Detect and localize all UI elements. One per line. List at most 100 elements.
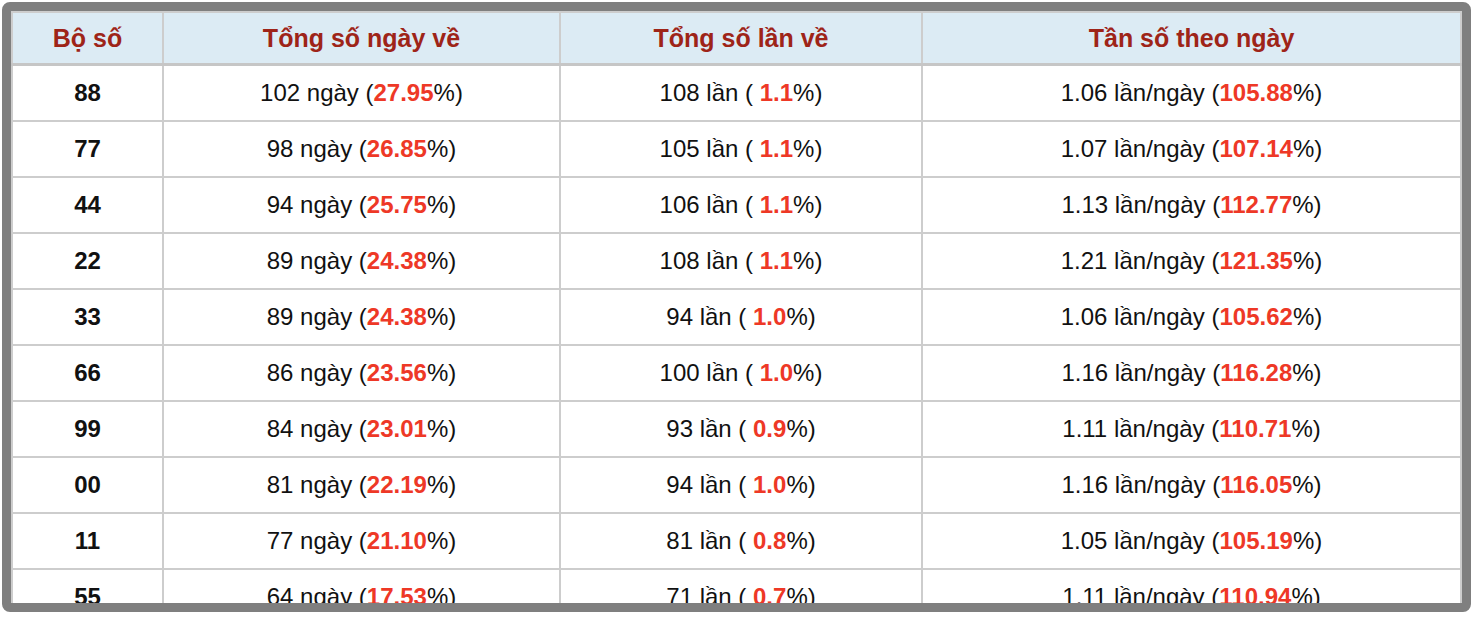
pair-number-cell: 66 (12, 345, 163, 401)
times-text-close: %) (793, 135, 822, 162)
total-days-cell: 89 ngày (24.38%) (163, 233, 560, 289)
times-text: 108 lần ( (660, 247, 760, 274)
frequency-text-close: %) (1293, 527, 1322, 554)
days-text-close: %) (427, 303, 456, 330)
total-times-cell: 106 lần ( 1.1%) (560, 177, 922, 233)
frequency-text-close: %) (1293, 247, 1322, 274)
pair-number-cell: 55 (12, 569, 163, 612)
times-percent: 0.8 (753, 527, 786, 554)
days-text-close: %) (427, 247, 456, 274)
times-text-close: %) (786, 583, 815, 610)
frequency-text-close: %) (1293, 303, 1322, 330)
frequency-cell: 1.06 lần/ngày (105.88%) (922, 65, 1461, 122)
frequency-cell: 1.07 lần/ngày (107.14%) (922, 121, 1461, 177)
pair-number-cell: 00 (12, 457, 163, 513)
times-percent: 1.1 (760, 79, 793, 106)
frequency-text: 1.21 lần/ngày ( (1061, 247, 1220, 274)
table-row: 99 84 ngày (23.01%) 93 lần ( 0.9%) 1.11 … (12, 401, 1461, 457)
pair-number-cell: 22 (12, 233, 163, 289)
days-percent: 17.53 (367, 583, 427, 610)
days-percent: 27.95 (374, 79, 434, 106)
days-percent: 23.01 (367, 415, 427, 442)
table-row: 77 98 ngày (26.85%) 105 lần ( 1.1%) 1.07… (12, 121, 1461, 177)
frequency-text: 1.05 lần/ngày ( (1061, 527, 1220, 554)
times-text-close: %) (786, 415, 815, 442)
times-text-close: %) (793, 191, 822, 218)
days-text-close: %) (427, 191, 456, 218)
frequency-text: 1.11 lần/ngày ( (1062, 583, 1219, 610)
days-text-close: %) (427, 415, 456, 442)
pair-number: 44 (74, 191, 101, 218)
frequency-text: 1.07 lần/ngày ( (1061, 135, 1220, 162)
frequency-text: 1.16 lần/ngày ( (1061, 359, 1220, 386)
days-text-close: %) (427, 527, 456, 554)
days-text-close: %) (427, 471, 456, 498)
total-times-cell: 93 lần ( 0.9%) (560, 401, 922, 457)
frequency-text: 1.13 lần/ngày ( (1061, 191, 1220, 218)
frequency-cell: 1.11 lần/ngày (110.71%) (922, 401, 1461, 457)
frequency-cell: 1.05 lần/ngày (105.19%) (922, 513, 1461, 569)
times-text: 81 lần ( (666, 527, 753, 554)
frequency-text-close: %) (1291, 415, 1320, 442)
table-row: 88 102 ngày (27.95%) 108 lần ( 1.1%) 1.0… (12, 65, 1461, 122)
pair-number-cell: 77 (12, 121, 163, 177)
days-text: 84 ngày ( (267, 415, 367, 442)
pair-number-cell: 88 (12, 65, 163, 122)
frequency-text-close: %) (1292, 471, 1321, 498)
frequency-percent: 116.05 (1220, 471, 1292, 498)
days-text: 77 ngày ( (267, 527, 367, 554)
pair-number: 11 (75, 527, 100, 554)
times-text: 108 lần ( (660, 79, 760, 106)
frequency-text: 1.16 lần/ngày ( (1061, 471, 1220, 498)
frequency-text-close: %) (1292, 191, 1321, 218)
total-days-cell: 81 ngày (22.19%) (163, 457, 560, 513)
frequency-percent: 105.62 (1220, 303, 1293, 330)
days-text: 86 ngày ( (267, 359, 367, 386)
times-text-close: %) (793, 79, 822, 106)
table-row: 44 94 ngày (25.75%) 106 lần ( 1.1%) 1.13… (12, 177, 1461, 233)
table-row: 11 77 ngày (21.10%) 81 lần ( 0.8%) 1.05 … (12, 513, 1461, 569)
days-percent: 25.75 (367, 191, 427, 218)
days-text: 102 ngày ( (260, 79, 373, 106)
table-row: 33 89 ngày (24.38%) 94 lần ( 1.0%) 1.06 … (12, 289, 1461, 345)
pair-number: 88 (74, 79, 101, 106)
total-days-cell: 89 ngày (24.38%) (163, 289, 560, 345)
days-text: 94 ngày ( (267, 191, 367, 218)
days-text: 81 ngày ( (267, 471, 367, 498)
pair-number-cell: 99 (12, 401, 163, 457)
header-pair-number: Bộ số (12, 12, 163, 65)
times-percent: 1.0 (753, 471, 786, 498)
frequency-text-close: %) (1291, 583, 1320, 610)
table-row: 00 81 ngày (22.19%) 94 lần ( 1.0%) 1.16 … (12, 457, 1461, 513)
times-text: 93 lần ( (666, 415, 753, 442)
table-row: 55 64 ngày (17.53%) 71 lần ( 0.7%) 1.11 … (12, 569, 1461, 612)
days-percent: 21.10 (367, 527, 427, 554)
pair-number: 77 (74, 135, 101, 162)
pair-number: 22 (74, 247, 101, 274)
times-text-close: %) (786, 303, 815, 330)
total-times-cell: 94 lần ( 1.0%) (560, 457, 922, 513)
frequency-percent: 110.71 (1219, 415, 1291, 442)
pair-number-cell: 33 (12, 289, 163, 345)
days-text: 98 ngày ( (267, 135, 367, 162)
times-text: 94 lần ( (666, 471, 753, 498)
frequency-cell: 1.13 lần/ngày (112.77%) (922, 177, 1461, 233)
frequency-cell: 1.21 lần/ngày (121.35%) (922, 233, 1461, 289)
table-row: 66 86 ngày (23.56%) 100 lần ( 1.0%) 1.16… (12, 345, 1461, 401)
total-times-cell: 108 lần ( 1.1%) (560, 233, 922, 289)
times-text: 100 lần ( (660, 359, 760, 386)
days-text: 89 ngày ( (267, 303, 367, 330)
times-text: 105 lần ( (660, 135, 760, 162)
days-text: 64 ngày ( (267, 583, 367, 610)
times-percent: 1.0 (753, 303, 786, 330)
times-text-close: %) (786, 527, 815, 554)
pair-number-cell: 44 (12, 177, 163, 233)
header-total-times: Tổng số lần về (560, 12, 922, 65)
frequency-percent: 110.94 (1219, 583, 1291, 610)
total-times-cell: 71 lần ( 0.7%) (560, 569, 922, 612)
times-text-close: %) (793, 359, 822, 386)
times-percent: 1.1 (760, 191, 793, 218)
frequency-percent: 116.28 (1220, 359, 1292, 386)
times-percent: 0.7 (753, 583, 786, 610)
total-times-cell: 81 lần ( 0.8%) (560, 513, 922, 569)
